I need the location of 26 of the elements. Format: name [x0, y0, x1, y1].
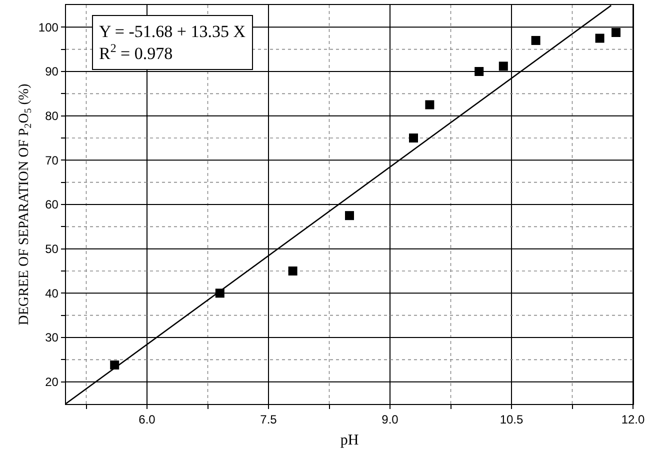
x-tick-label: 6.0 [138, 412, 156, 427]
y-tick-label: 40 [45, 286, 59, 300]
y-tick-label: 80 [45, 109, 59, 124]
annotation: Y = -51.68 + 13.35 X [99, 22, 246, 41]
point [288, 266, 298, 276]
point [595, 34, 604, 43]
x-tick-label: 12.0 [621, 412, 645, 427]
point [474, 67, 484, 76]
point [611, 28, 620, 37]
point [531, 36, 540, 45]
y-tick-label: 30 [45, 330, 59, 345]
point [408, 134, 418, 142]
x-axis-title: pH [340, 432, 359, 449]
y-tick-label: 90 [45, 64, 59, 79]
x-tick-label: 7.5 [260, 412, 278, 427]
y-tick-label: 60 [45, 198, 59, 212]
y-tick-label: 100 [38, 20, 59, 34]
y-tick-label: 70 [45, 153, 59, 168]
point [498, 62, 508, 71]
y-tick-label: 50 [45, 242, 59, 256]
point [345, 211, 354, 220]
point [425, 100, 434, 110]
annotation: R$^{2}$ = 0.978 [99, 40, 173, 64]
x-tick-label: 9.0 [382, 412, 399, 427]
x-tick-label: 10.5 [500, 412, 524, 427]
y-tick-label: 20 [45, 375, 59, 390]
